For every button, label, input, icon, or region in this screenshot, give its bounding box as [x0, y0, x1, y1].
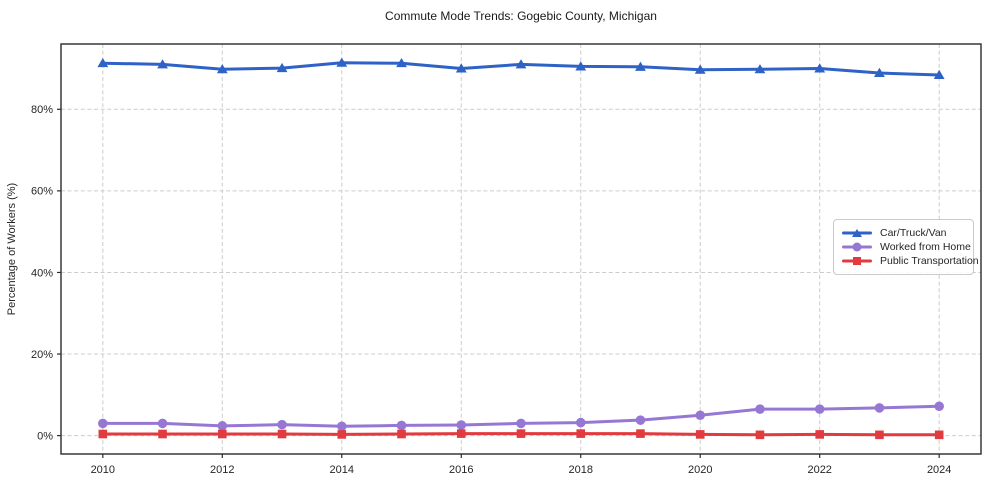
- x-tick-label: 2010: [91, 464, 115, 476]
- data-point-marker-public-transportation: [815, 430, 825, 439]
- y-tick-label: 20%: [31, 349, 53, 361]
- data-point-marker-worked-from-home: [157, 418, 168, 429]
- data-point-marker-worked-from-home: [874, 403, 885, 413]
- data-point-marker-worked-from-home: [575, 417, 586, 428]
- y-tick-label: 60%: [31, 186, 53, 198]
- data-point-marker-car-truck-van: [157, 59, 168, 69]
- data-point-marker-worked-from-home: [934, 401, 944, 412]
- data-point-marker-car-truck-van: [336, 57, 348, 67]
- legend-label: Public Transportation: [880, 255, 979, 267]
- data-point-marker-public-transportation: [456, 429, 466, 438]
- y-tick-label: 0%: [37, 430, 53, 442]
- data-point-marker-car-truck-van: [97, 57, 109, 68]
- x-tick-label: 2022: [807, 464, 831, 476]
- data-point-marker-public-transportation: [755, 430, 765, 440]
- data-point-marker-public-transportation: [636, 429, 645, 438]
- legend-line-sample: [842, 256, 872, 267]
- data-point-marker-public-transportation: [277, 429, 287, 439]
- data-point-marker-worked-from-home: [695, 410, 706, 421]
- data-point-marker-car-truck-van: [635, 61, 646, 71]
- data-point-marker-car-truck-van: [216, 64, 228, 74]
- data-point-marker-public-transportation: [217, 429, 227, 439]
- x-tick-label: 2018: [568, 464, 592, 476]
- legend-item-public-transportation: Public Transportation: [842, 254, 979, 268]
- x-tick-label: 2014: [330, 464, 354, 476]
- data-point-marker-worked-from-home: [217, 421, 228, 431]
- circle-marker-icon: [852, 242, 862, 252]
- data-point-marker-car-truck-van: [276, 62, 288, 73]
- y-tick-label: 40%: [31, 267, 53, 279]
- plot-border: [60, 43, 982, 455]
- data-point-marker-worked-from-home: [755, 404, 765, 414]
- legend-line-sample: [842, 242, 872, 253]
- data-point-marker-car-truck-van: [575, 61, 587, 71]
- data-point-marker-public-transportation: [516, 429, 526, 438]
- data-point-marker-public-transportation: [576, 429, 586, 438]
- data-point-marker-worked-from-home: [336, 421, 347, 432]
- data-point-marker-car-truck-van: [396, 57, 407, 68]
- legend-item-car-truck-van: Car/Truck/Van: [842, 226, 965, 240]
- x-tick-label: 2012: [210, 464, 234, 476]
- chart-legend: Car/Truck/Van Worked from Home Public Tr…: [833, 219, 979, 275]
- y-axis-label: Percentage of Workers (%): [6, 183, 18, 315]
- data-point-marker-public-transportation: [98, 429, 108, 439]
- data-point-marker-worked-from-home: [814, 404, 825, 414]
- x-tick-label: 2024: [927, 464, 951, 476]
- chart-title: Commute Mode Trends: Gogebic County, Mic…: [385, 9, 657, 23]
- x-tick-label: 2020: [688, 464, 712, 476]
- legend-line-sample: [842, 228, 872, 239]
- data-point-marker-car-truck-van: [933, 69, 945, 80]
- data-point-marker-public-transportation: [934, 430, 944, 440]
- data-point-marker-car-truck-van: [515, 59, 527, 69]
- data-point-marker-public-transportation: [158, 429, 167, 439]
- data-point-marker-worked-from-home: [456, 420, 467, 430]
- data-point-marker-worked-from-home: [635, 415, 646, 425]
- data-point-marker-public-transportation: [337, 430, 347, 439]
- data-point-marker-worked-from-home: [98, 418, 108, 429]
- triangle-marker-icon: [852, 229, 862, 237]
- data-point-marker-public-transportation: [397, 429, 406, 439]
- data-point-marker-car-truck-van: [694, 64, 706, 74]
- data-point-marker-worked-from-home: [396, 420, 407, 431]
- plot-area: [61, 44, 981, 454]
- data-point-marker-worked-from-home: [277, 419, 287, 430]
- data-point-marker-car-truck-van: [874, 67, 885, 77]
- data-point-marker-public-transportation: [695, 430, 705, 439]
- legend-item-worked-from-home: Worked from Home: [842, 240, 971, 254]
- legend-label: Worked from Home: [880, 241, 971, 253]
- square-marker-icon: [853, 257, 861, 265]
- data-point-marker-car-truck-van: [814, 63, 826, 73]
- x-tick-label: 2016: [449, 464, 473, 476]
- data-point-marker-public-transportation: [875, 430, 884, 440]
- data-point-marker-worked-from-home: [516, 418, 526, 429]
- y-tick-label: 80%: [31, 104, 53, 116]
- legend-label: Car/Truck/Van: [880, 227, 947, 239]
- data-point-marker-car-truck-van: [754, 64, 766, 74]
- data-point-marker-car-truck-van: [455, 63, 467, 73]
